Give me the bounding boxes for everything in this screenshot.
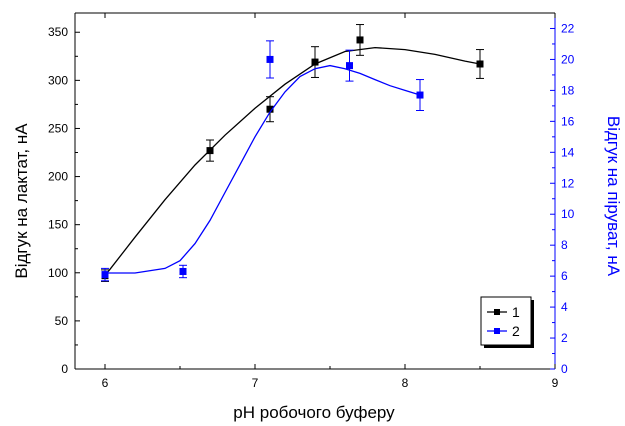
right-y-tick-label: 14 xyxy=(561,145,575,159)
left-y-axis: 0 50 100 150 200 250 300 350 xyxy=(48,25,80,376)
right-y-tick-label: 12 xyxy=(561,176,575,190)
right-y-tick-label: 6 xyxy=(561,269,568,283)
right-y-tick-label: 10 xyxy=(561,207,575,221)
data-point xyxy=(101,271,109,279)
left-y-axis-title: Відгук на лактат, нА xyxy=(12,123,31,279)
right-y-axis: 0 2 4 6 8 10 12 14 16 18 20 22 xyxy=(550,21,575,376)
data-point xyxy=(346,62,353,70)
series-2 xyxy=(101,40,424,282)
data-point xyxy=(266,105,274,113)
right-y-tick-label: 0 xyxy=(561,362,568,376)
left-y-tick-label: 100 xyxy=(48,266,68,280)
left-y-tick-label: 0 xyxy=(61,362,68,376)
right-y-tick-label: 4 xyxy=(561,300,568,314)
x-axis-title: pH робочого буферу xyxy=(233,403,395,422)
legend-box xyxy=(480,296,532,346)
x-tick-label: 7 xyxy=(252,376,259,390)
legend-label-1: 1 xyxy=(512,304,520,320)
data-point xyxy=(356,36,364,44)
right-y-tick-label: 8 xyxy=(561,238,568,252)
series-layer xyxy=(101,24,484,282)
plot-frame xyxy=(74,12,556,370)
data-point xyxy=(206,147,214,155)
data-point xyxy=(416,91,424,99)
legend-label-2: 2 xyxy=(512,323,520,339)
right-y-axis-title: Відгук на піруват, нА xyxy=(604,116,623,277)
data-point xyxy=(179,267,187,275)
right-y-tick-label: 22 xyxy=(561,21,575,35)
series-1-curve xyxy=(104,46,481,277)
left-y-tick-label: 350 xyxy=(48,25,68,39)
right-y-tick-label: 18 xyxy=(561,83,575,97)
left-y-tick-label: 250 xyxy=(48,121,68,135)
right-y-tick-label: 16 xyxy=(561,114,575,128)
x-axis: 6 7 8 9 xyxy=(102,13,559,390)
data-point xyxy=(311,58,319,66)
left-y-tick-label: 50 xyxy=(55,314,69,328)
right-y-tick-label: 20 xyxy=(561,52,575,66)
data-point xyxy=(476,60,484,68)
series-1 xyxy=(101,24,484,282)
legend-marker-1 xyxy=(494,309,500,315)
x-tick-label: 6 xyxy=(102,376,109,390)
right-y-tick-label: 2 xyxy=(561,331,568,345)
x-tick-label: 9 xyxy=(552,376,559,390)
data-point xyxy=(266,55,274,63)
legend-marker-2 xyxy=(494,328,500,334)
left-y-tick-label: 200 xyxy=(48,170,68,184)
series-2-curve xyxy=(105,64,421,274)
left-y-tick-label: 150 xyxy=(48,218,68,232)
x-tick-label: 8 xyxy=(402,376,409,390)
left-y-tick-label: 300 xyxy=(48,73,68,87)
legend: 12 xyxy=(480,296,534,348)
